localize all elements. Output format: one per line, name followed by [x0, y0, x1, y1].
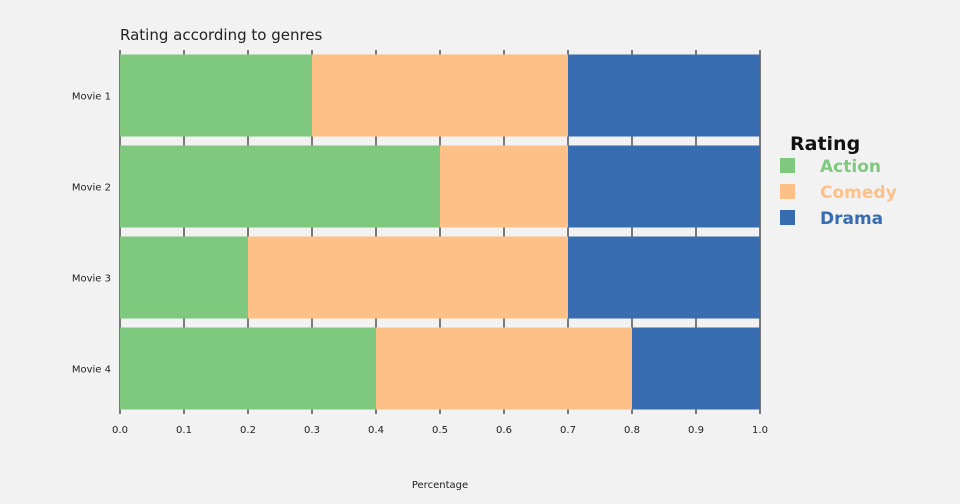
y-tick-label: Movie 2 — [72, 183, 111, 194]
bar-drama — [568, 145, 760, 228]
x-axis-label: Percentage — [412, 480, 468, 491]
x-tick-label: 0.5 — [432, 425, 448, 436]
x-tick-labels: 0.0 0.1 0.2 0.3 0.4 0.5 0.6 0.7 0.8 0.9 1.0 — [112, 425, 768, 436]
bar-comedy — [312, 54, 568, 137]
bar-action — [120, 327, 376, 410]
bar-comedy — [376, 327, 632, 410]
legend-label-drama: Drama — [820, 209, 883, 229]
bar-action — [120, 54, 312, 137]
y-tick-label: Movie 3 — [72, 274, 111, 285]
bar-comedy — [440, 145, 568, 228]
bar-drama — [632, 327, 760, 410]
x-tick-label: 0.1 — [176, 425, 192, 436]
legend-swatch-drama — [780, 210, 795, 225]
x-tick-label: 0.0 — [112, 425, 128, 436]
x-tick-label: 0.3 — [304, 425, 320, 436]
bar-action — [120, 236, 248, 319]
legend-swatch-action — [780, 158, 795, 173]
x-tick-label: 0.4 — [368, 425, 384, 436]
bar-action — [120, 145, 440, 228]
x-tick-label: 1.0 — [752, 425, 768, 436]
legend-label-action: Action — [820, 157, 881, 177]
legend-label-comedy: Comedy — [820, 183, 897, 203]
legend: Rating Action Comedy Drama — [780, 133, 897, 229]
bars — [120, 54, 760, 410]
x-tick-label: 0.9 — [688, 425, 704, 436]
bar-drama — [568, 236, 760, 319]
x-tick-label: 0.6 — [496, 425, 512, 436]
y-tick-labels: Movie 1 Movie 2 Movie 3 Movie 4 — [72, 92, 111, 376]
x-tick-label: 0.8 — [624, 425, 640, 436]
legend-title: Rating — [790, 133, 860, 155]
x-tick-label: 0.7 — [560, 425, 576, 436]
y-tick-label: Movie 4 — [72, 365, 111, 376]
y-tick-label: Movie 1 — [72, 92, 111, 103]
bar-drama — [568, 54, 760, 137]
legend-swatch-comedy — [780, 184, 795, 199]
x-tick-label: 0.2 — [240, 425, 256, 436]
chart-title: Rating according to genres — [120, 26, 323, 44]
bar-comedy — [248, 236, 568, 319]
